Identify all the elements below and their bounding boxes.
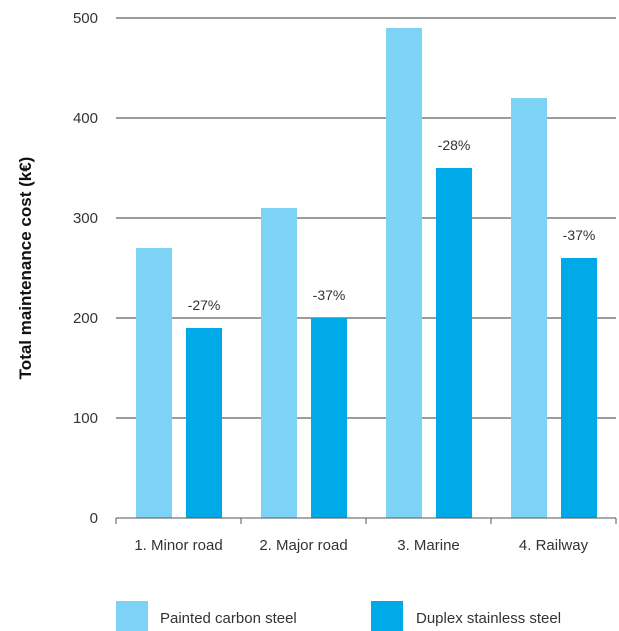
legend: Painted carbon steel Duplex stainless ste… [116, 601, 561, 631]
bar [186, 328, 222, 518]
data-label: -27% [188, 297, 221, 313]
bar [511, 98, 547, 518]
data-label: -28% [438, 137, 471, 153]
y-tick-label: 0 [90, 510, 98, 527]
y-tick-labels: 0 100 200 300 400 500 [73, 10, 98, 527]
bar [386, 28, 422, 518]
legend-swatch [371, 601, 403, 631]
bar [436, 168, 472, 518]
data-labels: -27% -37% -28% -37% [188, 137, 596, 313]
category-labels: 1. Minor road 2. Major road 3. Marine 4. Ra… [134, 537, 588, 554]
y-tick-label: 300 [73, 210, 98, 227]
bar [311, 318, 347, 518]
x-axis [115, 517, 617, 524]
y-tick-label: 500 [73, 10, 98, 27]
y-axis-label: Total maintenance cost (k€) [16, 157, 35, 380]
category-label: 4. Railway [519, 537, 589, 554]
data-label: -37% [563, 227, 596, 243]
legend-label: Painted carbon steel [160, 610, 297, 627]
bar [136, 248, 172, 518]
y-tick-label: 100 [73, 410, 98, 427]
category-label: 3. Marine [397, 537, 460, 554]
bar [261, 208, 297, 518]
category-label: 2. Major road [259, 537, 347, 554]
y-tick-label: 200 [73, 310, 98, 327]
category-label: 1. Minor road [134, 537, 222, 554]
bars [136, 28, 597, 518]
data-label: -37% [313, 287, 346, 303]
legend-label: Duplex stainless steel [416, 610, 561, 627]
legend-swatch [116, 601, 148, 631]
bar [561, 258, 597, 518]
y-tick-label: 400 [73, 110, 98, 127]
